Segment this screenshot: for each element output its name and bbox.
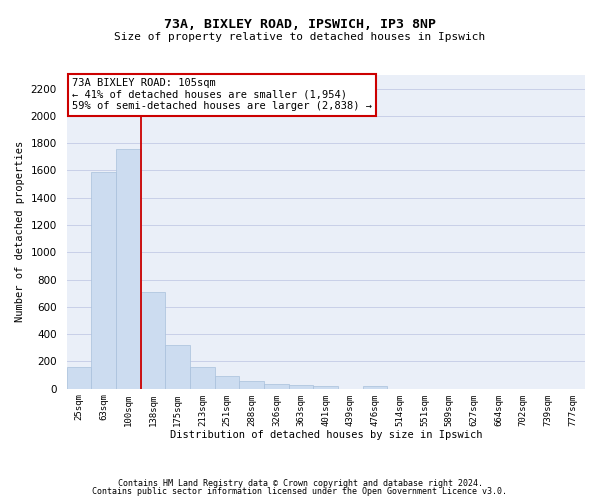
Bar — [140, 292, 165, 388]
Bar — [289, 386, 313, 388]
Bar — [215, 376, 239, 388]
Text: Contains HM Land Registry data © Crown copyright and database right 2024.: Contains HM Land Registry data © Crown c… — [118, 478, 482, 488]
Text: 73A, BIXLEY ROAD, IPSWICH, IP3 8NP: 73A, BIXLEY ROAD, IPSWICH, IP3 8NP — [164, 18, 436, 30]
Bar — [363, 386, 388, 388]
Text: 73A BIXLEY ROAD: 105sqm
← 41% of detached houses are smaller (1,954)
59% of semi: 73A BIXLEY ROAD: 105sqm ← 41% of detache… — [72, 78, 372, 112]
Bar — [264, 384, 289, 388]
Bar — [67, 367, 91, 388]
Bar — [116, 148, 140, 388]
Bar — [239, 381, 264, 388]
Y-axis label: Number of detached properties: Number of detached properties — [15, 141, 25, 322]
Text: Size of property relative to detached houses in Ipswich: Size of property relative to detached ho… — [115, 32, 485, 42]
Bar — [91, 172, 116, 388]
Bar — [165, 345, 190, 389]
X-axis label: Distribution of detached houses by size in Ipswich: Distribution of detached houses by size … — [170, 430, 482, 440]
Text: Contains public sector information licensed under the Open Government Licence v3: Contains public sector information licen… — [92, 487, 508, 496]
Bar — [313, 386, 338, 388]
Bar — [190, 367, 215, 388]
